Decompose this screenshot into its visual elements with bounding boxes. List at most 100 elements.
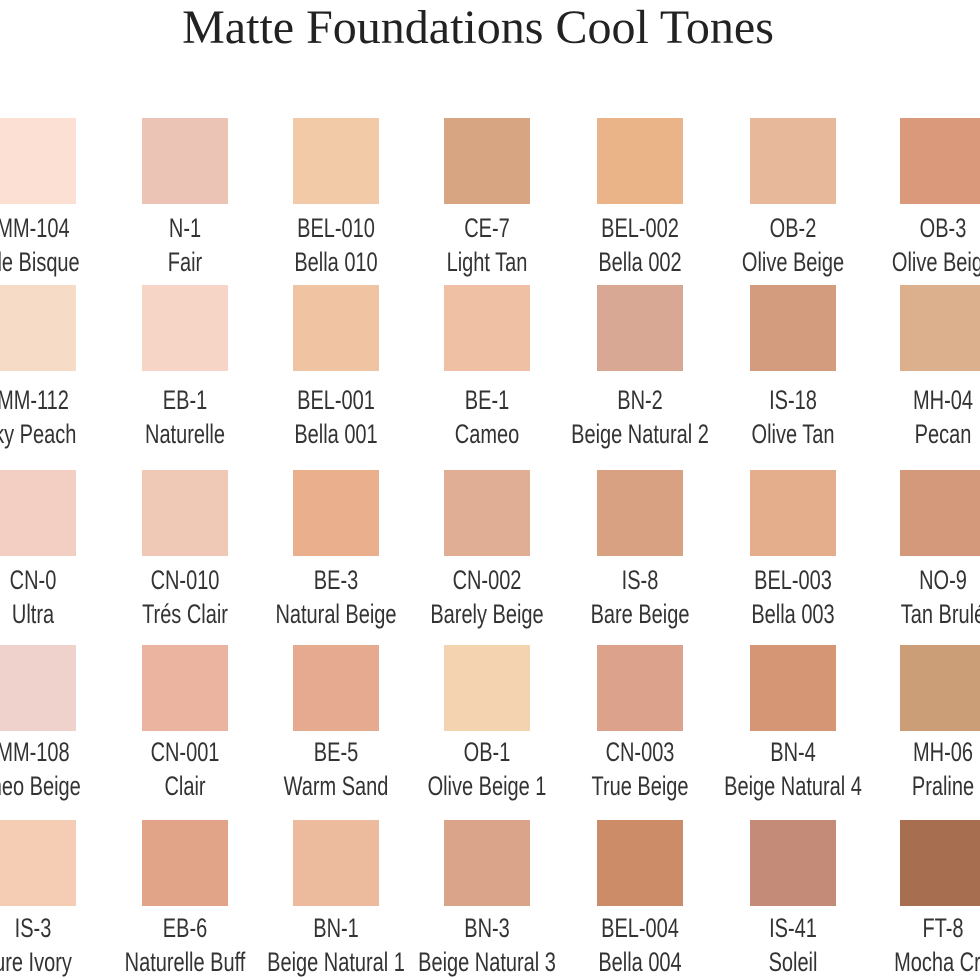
swatch-name: Naturelle Buff — [124, 947, 246, 977]
title: Matte Foundations Cool Tones — [182, 1, 774, 54]
swatch — [750, 118, 836, 204]
swatch-code: BN-4 — [770, 737, 816, 767]
swatch-code: MM-104 — [0, 213, 70, 243]
swatch-code: OB-3 — [919, 213, 967, 243]
swatch — [293, 118, 379, 204]
swatch-code: IS-3 — [14, 913, 52, 943]
swatch-name: Bella 001 — [294, 419, 378, 449]
swatch-name: Fair — [167, 247, 203, 277]
swatch-name: Bella 003 — [751, 599, 835, 629]
swatch — [0, 470, 76, 556]
swatch-name: Barely Beige — [430, 599, 544, 629]
swatch-code: BEL-004 — [601, 913, 679, 943]
swatch-code: CE-7 — [464, 213, 510, 243]
swatch-name: Bella 004 — [598, 947, 682, 977]
swatch — [0, 645, 76, 731]
swatch — [142, 285, 228, 371]
swatch — [142, 645, 228, 731]
swatch-name: Trés Clair — [142, 599, 228, 629]
swatch — [293, 820, 379, 906]
swatch-name: ale Bisque — [0, 247, 80, 277]
swatch-code: MH-06 — [913, 737, 973, 767]
swatch-name: Ultra — [11, 599, 55, 629]
swatch-code: IS-18 — [769, 385, 817, 415]
swatch-code: CN-002 — [452, 565, 522, 595]
swatch-code: FT-8 — [922, 913, 964, 943]
swatch — [750, 820, 836, 906]
swatch-code: CN-001 — [150, 737, 220, 767]
swatch — [900, 285, 980, 371]
swatch-name: Tan Brulé — [900, 599, 980, 629]
swatch — [750, 285, 836, 371]
swatch-code: BEL-010 — [297, 213, 375, 243]
swatch-code: IS-41 — [769, 913, 817, 943]
swatch-code: NO-9 — [919, 565, 967, 595]
swatch-code: CN-003 — [605, 737, 675, 767]
swatch — [597, 470, 683, 556]
swatch-code: CN-010 — [150, 565, 220, 595]
swatch — [597, 645, 683, 731]
swatch — [750, 470, 836, 556]
swatch-name: Olive Beige — [741, 247, 845, 277]
swatch — [142, 470, 228, 556]
swatch-name: Olive Tan — [751, 419, 835, 449]
swatch — [444, 285, 530, 371]
swatch — [0, 820, 76, 906]
swatch-name: Cameo — [454, 419, 520, 449]
swatch — [900, 820, 980, 906]
swatch-name: Natural Beige — [275, 599, 397, 629]
swatch-name: ure Ivory — [0, 947, 72, 977]
swatch-code: OB-2 — [769, 213, 817, 243]
swatch-name: Praline — [911, 771, 975, 801]
swatch-code: BEL-001 — [297, 385, 375, 415]
swatch-name: Bella 010 — [294, 247, 378, 277]
swatch-code: EB-1 — [162, 385, 208, 415]
swatch-name: True Beige — [591, 771, 689, 801]
swatch-code: OB-1 — [463, 737, 511, 767]
swatch-name: Olive Beige — [891, 247, 980, 277]
swatch-name: Beige Natural 2 — [571, 419, 709, 449]
swatch-name: Soleil — [768, 947, 818, 977]
swatch — [0, 285, 76, 371]
swatch-name: Mocha Cre — [894, 947, 980, 977]
swatch-code: EB-6 — [162, 913, 208, 943]
swatch-name: Beige Natural 4 — [724, 771, 862, 801]
swatch-code: BE-3 — [313, 565, 359, 595]
swatch — [444, 118, 530, 204]
swatch-name: lky Peach — [0, 419, 77, 449]
swatch-code: MH-04 — [913, 385, 973, 415]
swatch — [0, 118, 76, 204]
swatch-code: BN-1 — [313, 913, 359, 943]
swatch — [444, 470, 530, 556]
swatch — [142, 820, 228, 906]
swatch — [293, 285, 379, 371]
swatch-name: Beige Natural 3 — [418, 947, 556, 977]
swatch-code: MM-112 — [0, 385, 69, 415]
swatch-code: IS-8 — [621, 565, 659, 595]
swatch — [597, 285, 683, 371]
swatch-name: Bella 002 — [598, 247, 682, 277]
swatch — [293, 645, 379, 731]
swatch-name: Warm Sand — [283, 771, 389, 801]
swatch-code: N-1 — [168, 213, 202, 243]
swatch — [444, 645, 530, 731]
swatch-code: CN-0 — [9, 565, 57, 595]
swatch — [597, 820, 683, 906]
swatch — [142, 118, 228, 204]
swatch-code: BN-3 — [464, 913, 510, 943]
swatch — [444, 820, 530, 906]
swatch — [900, 470, 980, 556]
swatch-code: BEL-002 — [601, 213, 679, 243]
swatch-name: Naturelle — [145, 419, 225, 449]
swatch-code: BN-2 — [617, 385, 663, 415]
swatch-name: Clair — [164, 771, 206, 801]
swatch — [750, 645, 836, 731]
swatch-code: BE-1 — [464, 385, 510, 415]
swatch-name: Light Tan — [446, 247, 528, 277]
swatch-code: BEL-003 — [754, 565, 832, 595]
swatch-code: MM-108 — [0, 737, 70, 767]
swatch — [900, 118, 980, 204]
swatch — [293, 470, 379, 556]
swatch-name: Beige Natural 1 — [267, 947, 405, 977]
